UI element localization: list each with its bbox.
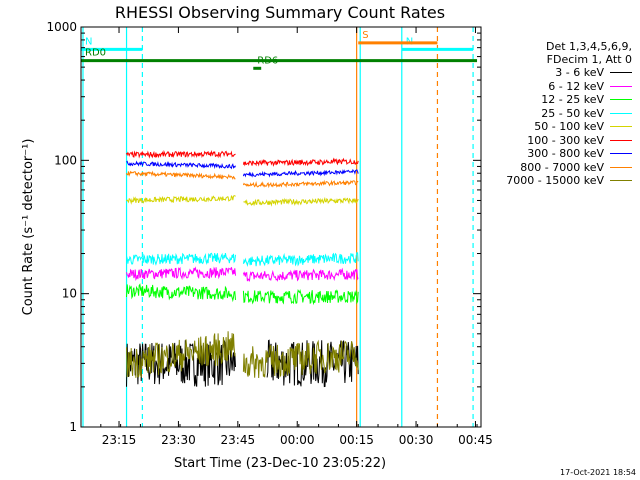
legend-header-line-1: Det 1,3,4,5,6,9, [545,40,632,53]
legend-item-label: 100 - 300 keV [527,133,604,147]
series-line [126,266,236,282]
series-line [126,331,236,378]
y-tick-label: 100 [54,153,77,167]
legend-item: 800 - 7000 keV [476,161,632,175]
series-group [126,149,359,388]
flag-label: S [362,30,368,41]
legend-swatch [610,85,632,87]
legend-item-label: 7000 - 15000 keV [506,174,604,188]
series-line [266,339,359,388]
y-tick-label: 1000 [46,20,77,34]
series-line [126,170,236,180]
legend-item: 100 - 300 keV [476,134,632,148]
legend-item-label: 800 - 7000 keV [520,160,604,174]
legend-item-label: 6 - 12 keV [548,79,604,93]
plot-frame [80,26,482,428]
x-axis-label: Start Time (23-Dec-10 23:05:22) [174,456,386,471]
x-tick-label: 23:15 [102,433,137,447]
series-line [126,252,236,266]
legend-item-label: 3 - 6 keV [555,66,604,80]
legend-item: 12 - 25 keV [476,93,632,107]
x-tick-label: 00:45 [458,433,493,447]
legend-swatch [610,166,632,168]
series-line [242,267,359,282]
legend-item: 7000 - 15000 keV [476,174,632,188]
flag-group: NNSRD0RD6 [81,30,478,70]
series-line [242,179,359,189]
legend-swatch [610,126,632,128]
series-line [126,149,236,159]
y-tick-label: 10 [62,287,77,301]
legend-item-label: 25 - 50 keV [541,106,604,120]
legend-rows: 3 - 6 keV 6 - 12 keV 12 - 25 keV 25 - 50 ke… [476,66,632,188]
x-tick-label: 00:00 [280,433,315,447]
series-line [242,339,359,379]
series-line [242,252,359,268]
series-line [126,160,236,170]
flag-label: N [85,36,92,47]
x-tick-label: 00:30 [399,433,434,447]
flag-label: RD6 [257,55,278,66]
legend: Det 1,3,4,5,6,9, FDecim 1, Att 0 3 - 6 k… [476,40,632,188]
legend-item: 6 - 12 keV [476,80,632,94]
legend-swatch [610,180,632,182]
legend-item: 50 - 100 keV [476,120,632,134]
legend-item-label: 300 - 800 keV [527,147,604,161]
series-line [243,196,359,207]
series-line [242,157,359,167]
legend-item-label: 12 - 25 keV [541,93,604,107]
legend-item-label: 50 - 100 keV [534,120,604,134]
x-tick-label: 23:45 [221,433,256,447]
footer-date: 17-Oct-2021 18:54 [560,468,636,477]
series-line [126,194,236,205]
x-tick-label: 23:30 [161,433,196,447]
legend-item: 300 - 800 keV [476,147,632,161]
chart-title: RHESSI Observing Summary Count Rates [115,3,445,22]
series-line [126,283,236,303]
legend-swatch [610,99,632,101]
flag-label: RD0 [85,48,106,59]
legend-swatch [610,112,632,114]
x-tick-label: 00:15 [339,433,374,447]
legend-item: 25 - 50 keV [476,107,632,121]
axes-group: 23:15 23:30 23:45 00:00 00:15 00:30 00:45 1 10 10… [46,20,492,447]
legend-swatch [610,139,632,141]
series-line [242,168,359,178]
y-tick-label: 1 [69,420,77,434]
legend-header-line-2: FDecim 1, Att 0 [546,53,632,66]
legend-swatch [610,153,632,155]
legend-swatch [610,72,632,74]
legend-item: 3 - 6 keV [476,66,632,80]
series-line [242,288,359,306]
y-axis-label: Count Rate (s⁻¹ detector⁻¹) [21,139,36,316]
